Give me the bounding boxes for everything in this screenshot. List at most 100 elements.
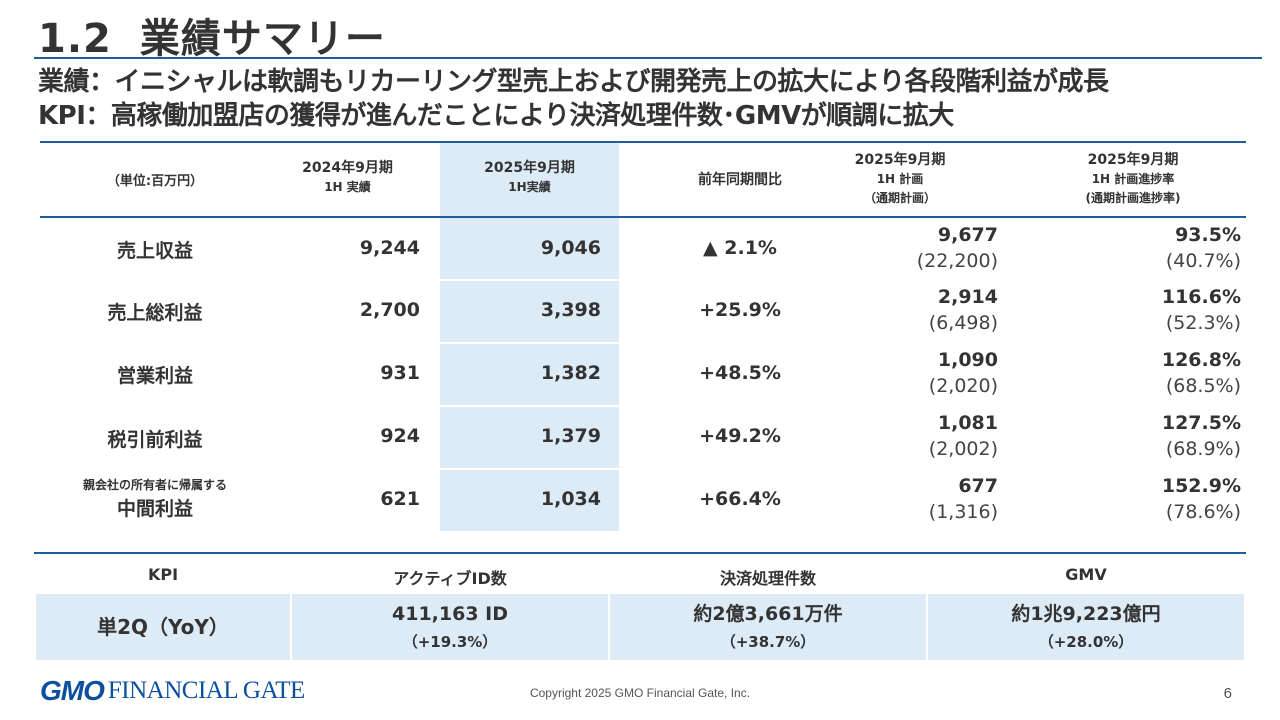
kpi-header-gmv: GMV — [1065, 565, 1107, 584]
page-number: 6 — [1223, 685, 1232, 702]
progress-full-year: (68.5%) — [1165, 375, 1241, 397]
progress-full-year: (52.3%) — [1165, 312, 1241, 334]
cell-curr: 9,046 — [540, 237, 601, 259]
row-divider — [440, 405, 619, 407]
cell-curr: 3,398 — [540, 299, 601, 321]
copyright: Copyright 2025 GMO Financial Gate, Inc. — [529, 686, 751, 700]
cell-plan: 9,677 (22,200) — [860, 222, 998, 274]
header-plan-line1: 2025年9月期 — [854, 152, 946, 168]
plan-half: 677 — [958, 475, 998, 497]
row-divider — [440, 279, 619, 281]
kpi-main: 約2億3,661万件 — [693, 603, 843, 625]
cell-progress: 116.6% (52.3%) — [1090, 284, 1241, 336]
kpi-value-transactions: 約2億3,661万件 （+38.7%） — [610, 600, 926, 656]
progress-half: 127.5% — [1161, 412, 1241, 434]
cell-curr: 1,034 — [540, 488, 601, 510]
row-label-prefix: 親会社の所有者に帰属する — [82, 478, 227, 492]
kpi-yoy: （+28.0%） — [1038, 633, 1134, 651]
header-yoy: 前年同期間比 — [698, 172, 782, 188]
cell-prev: 2,700 — [359, 299, 420, 321]
progress-full-year: (68.9%) — [1165, 438, 1241, 460]
progress-half: 152.9% — [1161, 475, 1241, 497]
cell-prev: 924 — [380, 425, 420, 447]
cell-curr: 1,382 — [540, 362, 601, 384]
kpi-yoy: （+19.3%） — [402, 633, 498, 651]
header-curr-period: 2025年9月期 1H実績 — [440, 158, 619, 197]
cell-prev: 621 — [380, 488, 420, 510]
cell-yoy: +66.4% — [699, 488, 781, 510]
kpi-row-label: 単2Q（YoY） — [97, 615, 229, 639]
progress-full-year: (40.7%) — [1165, 250, 1241, 272]
header-prog-line1: 2025年9月期 — [1087, 152, 1179, 168]
header-plan: 2025年9月期 1H 計画 （通期計画） — [800, 150, 1000, 208]
plan-full-year: (2,020) — [928, 375, 998, 397]
kpi-row-label-cell: 単2Q（YoY） — [36, 594, 290, 660]
row-label-gross-profit: 売上総利益 — [107, 302, 203, 324]
row-label-interim-profit: 親会社の所有者に帰属する 中間利益 — [60, 476, 250, 521]
header-curr-line2: 1H実績 — [508, 180, 551, 194]
kpi-main: 411,163 ID — [392, 603, 508, 625]
kpi-value-gmv: 約1兆9,223億円 （+28.0%） — [928, 600, 1244, 656]
cell-curr: 1,379 — [540, 425, 601, 447]
header-progress: 2025年9月期 1H 計画進捗率 (通期計画進捗率) — [1030, 150, 1236, 208]
logo-financial-gate: FINANCIAL GATE — [107, 677, 305, 704]
row-label-operating-profit: 営業利益 — [116, 365, 193, 387]
header-prog-line3: (通期計画進捗率) — [1085, 191, 1181, 205]
kpi-cell-active-ids — [292, 594, 608, 660]
header-prog-line2: 1H 計画進捗率 — [1091, 172, 1175, 186]
current-period-highlight — [440, 142, 619, 531]
subtitle-performance: 業績：イニシャルは軟調もリカーリング型売上および開発売上の拡大により各段階利益が… — [38, 67, 1109, 97]
kpi-main: 約1兆9,223億円 — [1011, 603, 1161, 625]
kpi-value-active-ids: 411,163 ID （+19.3%） — [292, 600, 608, 656]
row-label-main: 中間利益 — [116, 498, 193, 520]
kpi-cell-gmv — [928, 594, 1244, 660]
header-curr-line1: 2025年9月期 — [484, 160, 575, 176]
kpi-cell-transactions — [610, 594, 926, 660]
cell-progress: 127.5% (68.9%) — [1090, 410, 1241, 462]
kpi-header: KPI — [147, 565, 179, 584]
kpi-header-transactions: 決済処理件数 — [719, 569, 816, 588]
cell-plan: 677 (1,316) — [860, 473, 998, 525]
section-number: 1.2 — [38, 16, 112, 62]
progress-full-year: (78.6%) — [1165, 501, 1241, 523]
slide-title: 1.2 業績サマリー — [38, 6, 386, 64]
kpi-yoy: （+38.7%） — [720, 633, 816, 651]
cell-prev: 931 — [380, 362, 420, 384]
table-top-rule — [40, 141, 1246, 143]
row-label-revenue: 売上収益 — [116, 240, 193, 262]
header-plan-line2: 1H 計画 — [876, 172, 924, 186]
cell-plan: 1,090 (2,020) — [860, 347, 998, 399]
plan-full-year: (2,002) — [928, 438, 998, 460]
plan-half: 9,677 — [937, 224, 998, 246]
plan-full-year: (1,316) — [928, 501, 998, 523]
unit-label: （単位:百万円） — [106, 174, 204, 189]
header-prev-line2: 1H 実績 — [324, 180, 371, 194]
subtitle-kpi: KPI：高稼働加盟店の獲得が進んだことにより決済処理件数･GMVが順調に拡大 — [38, 101, 954, 131]
row-label-pretax-profit: 税引前利益 — [107, 429, 203, 451]
cell-prev: 9,244 — [359, 237, 420, 259]
plan-full-year: (22,200) — [916, 250, 998, 272]
title-text: 業績サマリー — [139, 16, 386, 62]
header-plan-line3: （通期計画） — [863, 191, 936, 205]
progress-half: 126.8% — [1161, 349, 1241, 371]
cell-progress: 93.5% (40.7%) — [1090, 222, 1241, 274]
progress-half: 93.5% — [1175, 224, 1241, 246]
plan-full-year: (6,498) — [928, 312, 998, 334]
cell-progress: 152.9% (78.6%) — [1090, 473, 1241, 525]
table-header-rule — [40, 216, 1246, 218]
cell-progress: 126.8% (68.5%) — [1090, 347, 1241, 399]
plan-half: 1,090 — [937, 349, 998, 371]
cell-yoy: +25.9% — [699, 299, 781, 321]
header-prev-period: 2024年9月期 1H 実績 — [260, 158, 435, 197]
plan-half: 2,914 — [937, 286, 998, 308]
cell-plan: 2,914 (6,498) — [860, 284, 998, 336]
kpi-header-active-ids: アクティブID数 — [393, 569, 507, 588]
title-underline — [34, 57, 1262, 59]
progress-half: 116.6% — [1161, 286, 1241, 308]
plan-half: 1,081 — [937, 412, 998, 434]
company-logo: GMO FINANCIAL GATE — [40, 675, 305, 707]
cell-yoy: +49.2% — [699, 425, 781, 447]
logo-gmo: GMO — [40, 675, 105, 706]
cell-yoy: ▲ 2.1% — [703, 237, 777, 259]
row-divider — [440, 468, 619, 470]
